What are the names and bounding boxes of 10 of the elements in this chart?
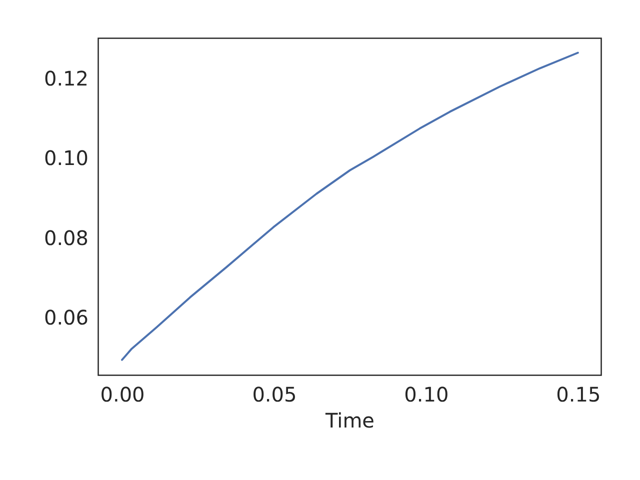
line-series: [121, 52, 579, 361]
x-axis-title: Time: [324, 408, 374, 432]
y-tick-label: 0.06: [44, 306, 88, 330]
x-tick-label: 0.05: [252, 382, 297, 406]
y-tick-label: 0.08: [44, 226, 88, 250]
y-tick-label: 0.12: [44, 66, 88, 91]
x-tick-label: 0.15: [556, 382, 601, 406]
y-tick-label: 0.10: [44, 146, 88, 170]
x-tick-label: 0.00: [100, 382, 145, 406]
x-tick-label: 0.10: [404, 382, 449, 406]
